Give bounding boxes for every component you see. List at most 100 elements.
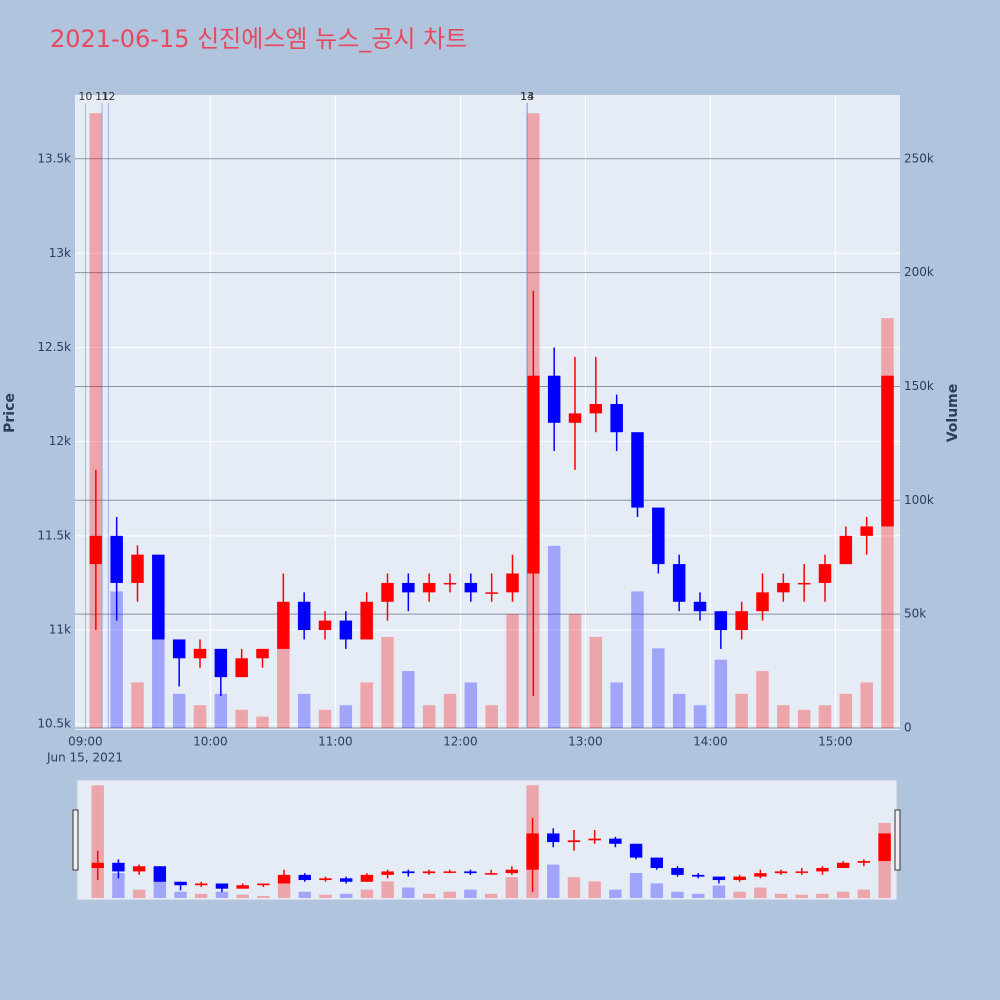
- mini-candle-body: [526, 833, 539, 870]
- mini-candle-body: [443, 871, 456, 873]
- volume-bar: [652, 648, 665, 728]
- volume-bar: [89, 113, 103, 729]
- mini-volume-bar: [195, 893, 208, 898]
- volume-bar: [506, 614, 519, 728]
- mini-volume-bar: [319, 894, 332, 898]
- volume-bar: [797, 709, 811, 728]
- candle-body: [527, 375, 540, 574]
- mini-volume-bar: [277, 883, 291, 898]
- x-tick-label: 12:00: [443, 735, 478, 749]
- mini-volume-bar: [754, 887, 767, 898]
- chart-title: 2021-06-15 신진에스엠 뉴스_공시 차트: [50, 25, 467, 53]
- candle-body: [568, 413, 582, 423]
- y-tick-label: 11k: [49, 623, 71, 637]
- candle-body: [797, 582, 811, 585]
- mini-volume-bar: [671, 891, 684, 898]
- candle-body: [693, 601, 707, 612]
- volume-bar: [214, 693, 228, 728]
- candle-body: [402, 582, 415, 593]
- mini-volume-bar: [505, 877, 519, 898]
- mini-candle-body: [91, 862, 104, 868]
- volume-bar: [610, 682, 623, 728]
- candle-body: [256, 648, 269, 659]
- mini-volume-bar: [547, 864, 560, 898]
- candle-body: [443, 582, 457, 585]
- x-tick-label: 15:00: [818, 735, 853, 749]
- volume-bar: [235, 709, 248, 728]
- volume-bar: [277, 648, 290, 728]
- y-tick-label: 11.5k: [37, 528, 71, 542]
- candle-body: [672, 564, 686, 602]
- volume-bar: [318, 709, 332, 728]
- volume-bar: [547, 545, 561, 728]
- y-tick-label: 12.5k: [37, 340, 71, 354]
- volume-bar: [402, 671, 415, 728]
- mini-candle-body: [464, 871, 477, 874]
- x-tick-label: 10:00: [193, 735, 228, 749]
- candle-body: [881, 375, 894, 527]
- mini-volume-bar: [339, 893, 353, 898]
- y2-tick-label: 0: [904, 721, 912, 735]
- mini-candle-body: [132, 866, 146, 872]
- mini-candle-body: [195, 883, 208, 886]
- mini-volume-bar: [174, 891, 187, 898]
- candle-body: [339, 620, 353, 640]
- y-tick-label: 13k: [49, 246, 71, 260]
- annotation: 12: [101, 90, 115, 103]
- x-axis-sublabel: Jun 15, 2021: [46, 751, 123, 765]
- x-tick-label: 11:00: [318, 735, 353, 749]
- candle-body: [297, 601, 311, 631]
- mini-volume-bar: [402, 887, 415, 898]
- y2-tick-label: 200k: [904, 265, 934, 279]
- mini-volume-bar: [816, 893, 829, 898]
- candle-body: [818, 564, 832, 583]
- mini-volume-bar: [836, 891, 850, 898]
- mini-candle-body: [754, 873, 767, 877]
- candle-body: [214, 648, 228, 678]
- mini-candle-body: [360, 874, 374, 882]
- volume-bar: [589, 636, 603, 728]
- range-handle: [894, 809, 901, 871]
- candle-body: [193, 648, 207, 659]
- mini-volume-bar: [712, 885, 726, 898]
- candle-body: [422, 582, 436, 593]
- volume-bar: [193, 705, 207, 728]
- mini-volume-bar: [91, 785, 104, 898]
- y-tick-label: 10.5k: [37, 717, 71, 731]
- volume-bar: [839, 693, 853, 728]
- volume-bar: [152, 614, 165, 728]
- y2-axis-title: Volume: [945, 384, 961, 443]
- candle-body: [318, 620, 332, 631]
- mini-candle-body: [816, 867, 829, 872]
- mini-candle-body: [381, 871, 394, 875]
- candle-body: [631, 432, 644, 508]
- mini-volume-bar: [298, 891, 311, 898]
- volume-bar: [860, 682, 873, 728]
- mini-candle-body: [298, 874, 311, 881]
- mini-volume-bar: [257, 895, 270, 898]
- volume-bar: [360, 682, 373, 728]
- mini-volume-bar: [132, 889, 146, 898]
- mini-volume-bar: [464, 889, 477, 898]
- mini-candle-body: [588, 838, 601, 841]
- volume-bar: [818, 705, 832, 728]
- volume-bar: [256, 716, 269, 728]
- range-slider[interactable]: [76, 779, 898, 901]
- volume-bar: [422, 705, 436, 728]
- mini-volume-bar: [650, 883, 664, 898]
- mini-candle-body: [795, 871, 808, 873]
- y-tick-label: 13.5k: [37, 152, 71, 166]
- mini-candle-body: [236, 885, 249, 889]
- volume-bar: [735, 693, 748, 728]
- mini-volume-bar: [236, 894, 249, 898]
- candle-body: [777, 582, 790, 593]
- volume-bar: [339, 705, 353, 728]
- mini-volume-bar: [857, 889, 871, 898]
- candle-body: [89, 535, 103, 565]
- mini-volume-bar: [112, 872, 125, 898]
- mini-candle-body: [277, 874, 291, 884]
- mini-volume-bar: [692, 893, 705, 898]
- volume-bar: [693, 705, 707, 728]
- y-tick-label: 12k: [49, 434, 71, 448]
